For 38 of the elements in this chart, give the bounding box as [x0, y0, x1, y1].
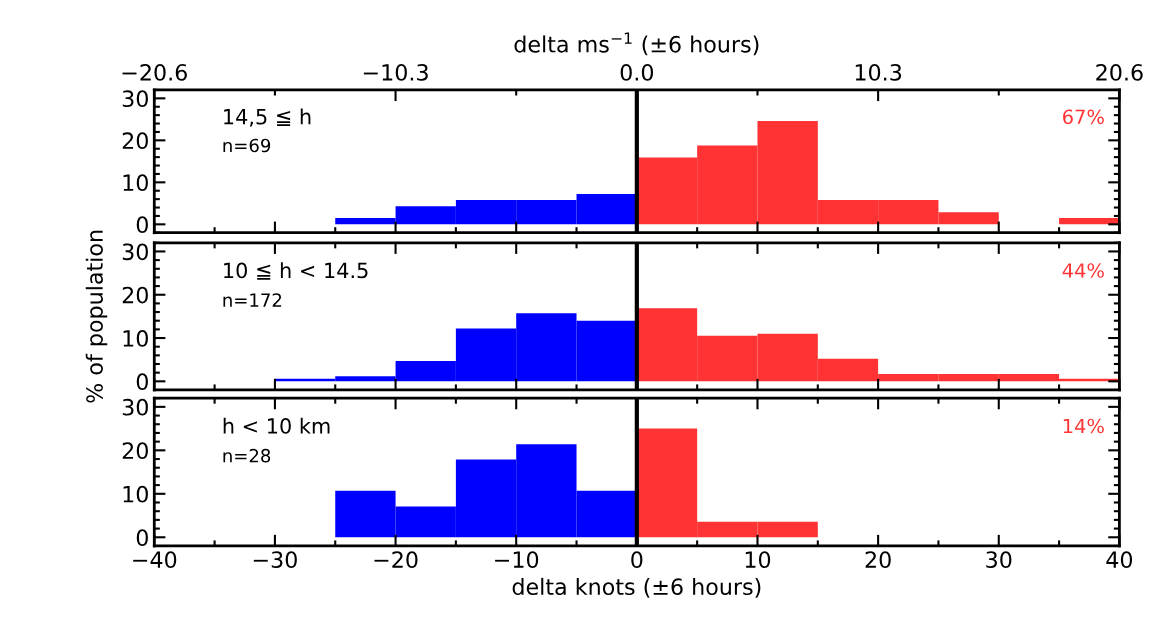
y-tick-label: 0 [136, 373, 148, 391]
y-tick-label: 30 [122, 398, 148, 416]
y-tick-label: 20 [122, 132, 148, 150]
y-tick-label: 30 [122, 243, 148, 261]
annotation: 67% [1063, 109, 1104, 125]
y-tick-label: 30 [122, 90, 148, 108]
annotation: n=172 [223, 293, 282, 307]
x-axis-title: delta knots (±6 hours) [512, 577, 761, 598]
y-tick-label: 0 [136, 529, 148, 547]
x2-tick-label: 0.0 [620, 63, 654, 81]
annotation: n=28 [223, 448, 271, 463]
y-axis-title: % of population [85, 230, 108, 403]
x-tick-label: 10 [745, 551, 771, 569]
x2-tick-label: −10.3 [363, 63, 428, 81]
x-tick-label: −20 [374, 551, 418, 569]
y-tick-label: 20 [122, 286, 148, 304]
annotation: 14,5 ≦ h [224, 108, 311, 127]
annotation: 10 ≦ h < 14.5 [224, 262, 368, 280]
annotation: n=69 [223, 138, 271, 153]
x2-tick-label: −20.6 [122, 63, 187, 81]
x-tick-label: −30 [253, 551, 297, 569]
y-tick-label: 10 [123, 485, 148, 503]
x-tick-label: 40 [1106, 551, 1133, 569]
annotation: 14% [1063, 418, 1104, 434]
x-tick-label: −10 [495, 551, 539, 569]
y-tick-label: 0 [136, 216, 148, 234]
x2-tick-label: 10.3 [855, 63, 902, 81]
x-tick-label: 20 [865, 551, 891, 569]
x2-tick-label: 20.6 [1096, 63, 1143, 81]
annotation: h < 10 km [223, 417, 330, 434]
y-tick-label: 20 [122, 442, 148, 460]
annotation: 44% [1062, 263, 1104, 278]
x-tick-label: 30 [986, 551, 1012, 569]
x-tick-label: −40 [133, 551, 177, 569]
y-tick-label: 10 [123, 174, 148, 192]
y-tick-label: 10 [123, 329, 148, 347]
x2-axis-title: delta ms$^{−1}$ (±6 hours) [514, 32, 759, 56]
x-tick-label: 0 [631, 551, 643, 569]
